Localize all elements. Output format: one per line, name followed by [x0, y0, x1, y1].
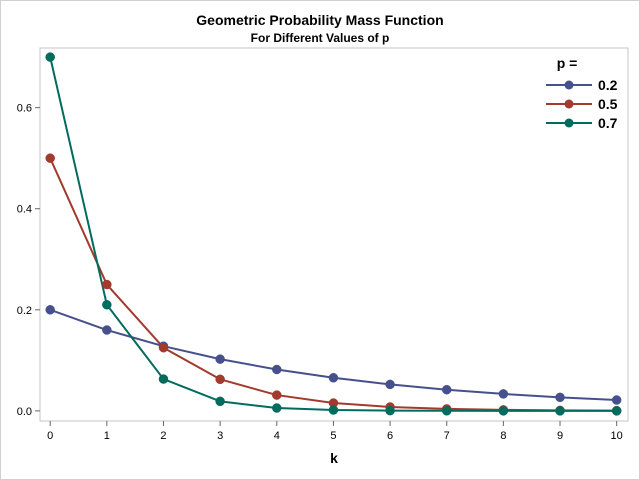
data-point-p-0.2: [102, 325, 112, 335]
series-line-p-0.7: [49, 56, 617, 412]
legend: p = 0.2 0.5 0.7: [546, 55, 618, 131]
data-point-p-0.7: [45, 52, 55, 62]
plot-area: [39, 47, 629, 422]
data-point-p-0.2: [498, 389, 509, 399]
x-tick-label: 10: [611, 430, 623, 442]
y-tick-label: 0.2: [17, 305, 32, 317]
data-point-p-0.2: [45, 305, 55, 315]
x-tick-label: 1: [104, 430, 110, 442]
data-point-p-0.2: [441, 384, 452, 395]
axes-group: 0 1 2 3 4 5 6 7 8 9 10 0.0 0.2 0.4 0.6: [17, 103, 623, 442]
legend-label-p-0.7: 0.7: [598, 115, 618, 131]
series-line-p-0.5: [49, 157, 617, 412]
legend-swatch-marker: [564, 118, 574, 128]
series-layer: [45, 52, 622, 416]
x-tick-label: 7: [444, 430, 450, 442]
y-tick-label: 0.6: [17, 103, 32, 115]
x-tick-label: 5: [330, 430, 336, 442]
y-tick-label: 0.0: [17, 406, 32, 418]
data-point-p-0.5: [272, 390, 282, 400]
data-point-p-0.2: [611, 395, 622, 405]
data-point-p-0.7: [385, 405, 395, 416]
x-tick-label: 6: [387, 430, 393, 442]
x-tick-label: 8: [500, 430, 506, 442]
x-tick-label: 0: [47, 430, 53, 442]
x-tick-label: 4: [274, 430, 280, 442]
legend-label-p-0.5: 0.5: [598, 96, 618, 112]
x-tick-label: 9: [557, 430, 563, 442]
series-line-p-0.2: [49, 308, 617, 402]
x-tick-label: 3: [217, 430, 223, 442]
data-point-p-0.7: [498, 406, 509, 416]
data-point-p-0.5: [102, 279, 112, 290]
data-point-p-0.7: [158, 374, 169, 384]
data-point-p-0.7: [328, 405, 339, 415]
data-point-p-0.7: [611, 406, 622, 416]
legend-label-p-0.2: 0.2: [598, 77, 618, 93]
data-point-p-0.7: [272, 403, 282, 413]
data-point-p-0.2: [555, 392, 565, 403]
data-point-p-0.7: [215, 396, 225, 407]
data-point-p-0.7: [441, 406, 452, 416]
legend-swatch-marker: [564, 99, 574, 109]
x-tick-label: 2: [160, 430, 166, 442]
x-axis-title: k: [330, 450, 338, 466]
legend-swatch-marker: [564, 80, 574, 90]
data-point-p-0.7: [102, 300, 112, 310]
data-point-p-0.2: [215, 354, 225, 364]
data-point-p-0.5: [158, 342, 169, 353]
data-point-p-0.2: [385, 379, 395, 390]
chart-subtitle: For Different Values of p: [251, 31, 390, 45]
data-point-p-0.2: [272, 364, 282, 375]
data-point-p-0.5: [215, 374, 225, 385]
data-point-p-0.7: [555, 406, 565, 416]
chart-title: Geometric Probability Mass Function: [196, 12, 443, 28]
data-point-p-0.2: [328, 373, 339, 383]
data-point-p-0.5: [45, 153, 55, 163]
legend-title: p =: [557, 55, 578, 71]
y-tick-label: 0.4: [17, 204, 32, 216]
